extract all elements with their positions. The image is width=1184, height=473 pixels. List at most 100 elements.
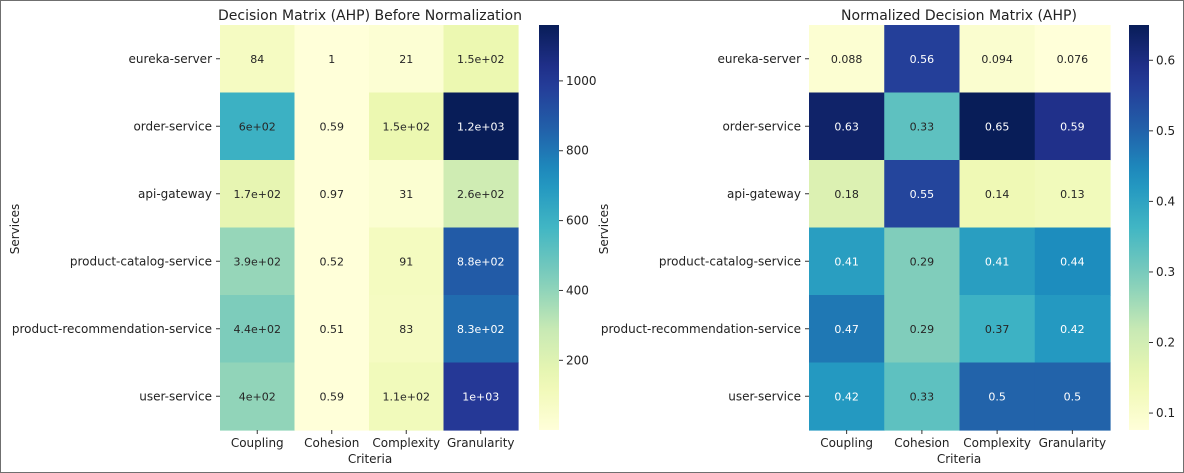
heatmap-cell — [294, 295, 370, 364]
heatmap-cell — [294, 92, 370, 161]
cell-annotation: 0.33 — [910, 120, 935, 133]
cell-annotation: 84 — [250, 53, 264, 66]
cell-annotation: 0.42 — [1060, 323, 1085, 336]
colorbar-tick-label: 800 — [566, 144, 589, 158]
heatmap-cells: 0.088 0.56 0.094 0.076 0.63 0.33 0.65 0.59 0.18 0… — [809, 25, 1111, 431]
y-tick-label: product-catalog-service — [70, 254, 212, 268]
cell-annotation: 4e+02 — [239, 390, 276, 403]
cell-annotation: 0.97 — [320, 188, 345, 201]
x-axis-label: Criteria — [937, 452, 981, 466]
colorbar-tick-label: 0.6 — [1156, 53, 1175, 67]
chart-title: Decision Matrix (AHP) Before Normalizati… — [218, 8, 522, 24]
heatmap-cell — [220, 92, 296, 161]
cell-annotation: 0.18 — [834, 188, 859, 201]
heatmap-cell — [220, 227, 296, 296]
heatmap-cell — [294, 362, 370, 431]
heatmap-cell — [369, 227, 445, 296]
cell-annotation: 0.59 — [1060, 120, 1085, 133]
heatmap-cell — [809, 295, 885, 364]
heatmap-cell — [220, 362, 296, 431]
cell-annotation: 0.56 — [910, 53, 935, 66]
cell-annotation: 0.44 — [1060, 255, 1085, 268]
y-tick-label: product-recommendation-service — [12, 322, 212, 336]
cell-annotation: 0.076 — [1057, 53, 1089, 66]
x-tick-label: Cohesion — [894, 436, 949, 450]
heatmap-cell — [884, 295, 961, 364]
cell-annotation: 0.5 — [1064, 390, 1082, 403]
y-tick-label: product-catalog-service — [659, 254, 801, 268]
heatmap-cell — [959, 25, 1036, 94]
cell-annotation: 0.29 — [910, 323, 935, 336]
x-tick-label: Complexity — [963, 436, 1031, 450]
heatmap-cell — [884, 92, 961, 161]
colorbar-tick-label: 0.5 — [1156, 124, 1175, 138]
colorbar-tick-label: 0.2 — [1156, 336, 1175, 350]
x-tick-label: Coupling — [820, 436, 873, 450]
heatmap-cell — [369, 160, 445, 229]
heatmap-cell — [1034, 362, 1111, 431]
heatmap-cell — [369, 92, 445, 161]
cell-annotation: 8.8e+02 — [457, 255, 504, 268]
x-tick-label: Cohesion — [304, 436, 359, 450]
heatmap-cell — [1034, 160, 1111, 229]
x-tick-label: Complexity — [372, 436, 440, 450]
colorbar-gradient — [1129, 25, 1149, 430]
heatmap-before-normalization: Decision Matrix (AHP) Before Normalizati… — [8, 8, 597, 466]
y-axis-ticks: eureka-server order-service api-gateway pro… — [12, 52, 220, 403]
x-tick-label: Granularity — [1039, 436, 1107, 450]
y-tick-label: api-gateway — [138, 187, 212, 201]
cell-annotation: 8.3e+02 — [457, 323, 504, 336]
heatmap-cell — [294, 227, 370, 296]
x-tick-label: Coupling — [231, 436, 284, 450]
cell-annotation: 0.088 — [831, 53, 863, 66]
cell-annotation: 1.7e+02 — [234, 188, 281, 201]
cell-annotation: 1.5e+02 — [457, 53, 504, 66]
heatmap-cell — [884, 362, 961, 431]
x-axis-label: Criteria — [348, 452, 392, 466]
heatmap-cell — [220, 295, 296, 364]
heatmap-cell — [443, 362, 519, 431]
heatmap-cell — [443, 92, 519, 161]
heatmap-cell — [959, 92, 1036, 161]
heatmap-cell — [884, 25, 961, 94]
heatmap-cell — [220, 160, 296, 229]
heatmap-cell — [1034, 227, 1111, 296]
heatmap-cell — [220, 25, 296, 94]
cell-annotation: 0.42 — [834, 390, 859, 403]
cell-annotation: 0.41 — [985, 255, 1010, 268]
heatmap-cell — [369, 362, 445, 431]
heatmap-cell — [443, 160, 519, 229]
heatmap-cell — [809, 160, 885, 229]
heatmap-normalized: Normalized Decision Matrix (AHP) 0.088 0.… — [597, 8, 1175, 466]
heatmap-cell — [809, 362, 885, 431]
cell-annotation: 0.5 — [988, 390, 1006, 403]
heatmap-cell — [809, 92, 885, 161]
cell-annotation: 0.094 — [981, 53, 1013, 66]
cell-annotation: 31 — [399, 188, 413, 201]
cell-annotation: 0.47 — [834, 323, 859, 336]
cell-annotation: 6e+02 — [239, 120, 276, 133]
cell-annotation: 21 — [399, 53, 413, 66]
heatmap-cell — [884, 227, 961, 296]
heatmap-cell — [1034, 92, 1111, 161]
cell-annotation: 3.9e+02 — [234, 255, 281, 268]
cell-annotation: 2.6e+02 — [457, 188, 504, 201]
heatmap-cell — [443, 295, 519, 364]
y-tick-label: api-gateway — [727, 187, 801, 201]
cell-annotation: 0.59 — [320, 390, 345, 403]
colorbar-tick-label: 0.4 — [1156, 194, 1175, 208]
cell-annotation: 0.52 — [320, 255, 345, 268]
y-tick-label: product-recommendation-service — [601, 322, 801, 336]
cell-annotation: 0.51 — [320, 323, 345, 336]
y-axis-label: Services — [597, 204, 611, 255]
heatmap-cell — [369, 295, 445, 364]
y-tick-label: order-service — [722, 119, 801, 133]
cell-annotation: 91 — [399, 255, 413, 268]
y-tick-label: eureka-server — [718, 52, 802, 66]
cell-annotation: 1.5e+02 — [383, 120, 430, 133]
x-tick-label: Granularity — [447, 436, 515, 450]
heatmap-cell — [1034, 295, 1111, 364]
chart-title: Normalized Decision Matrix (AHP) — [841, 8, 1077, 24]
cell-annotation: 0.65 — [985, 120, 1010, 133]
